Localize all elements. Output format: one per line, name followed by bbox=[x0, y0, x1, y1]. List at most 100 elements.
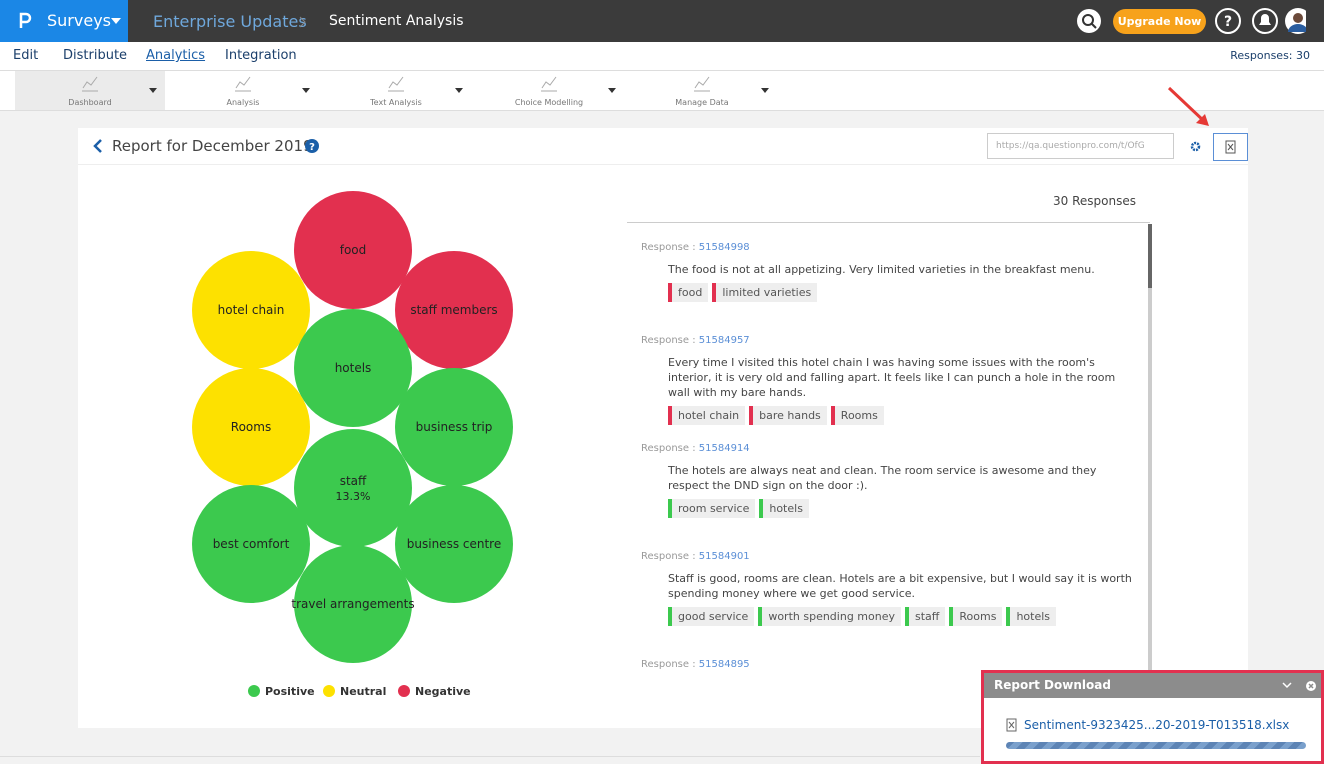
tag[interactable]: hotels bbox=[759, 499, 809, 518]
download-panel: Report Download Sentiment-9323425...20-2… bbox=[981, 670, 1324, 764]
tag[interactable]: Rooms bbox=[949, 607, 1003, 626]
product: Surveys bbox=[47, 11, 111, 30]
tool-icon bbox=[235, 76, 251, 92]
bubble-detail: 13.3% bbox=[336, 490, 371, 503]
response-label: Response : bbox=[641, 659, 696, 670]
tag[interactable]: Rooms bbox=[830, 406, 884, 425]
response-label: Response : bbox=[641, 443, 696, 454]
settings-icon[interactable] bbox=[1190, 141, 1201, 152]
bubble[interactable] bbox=[395, 368, 513, 486]
response-count: 30 Responses bbox=[1053, 194, 1136, 208]
breadcrumb[interactable]: Enterprise Updates bbox=[153, 12, 307, 31]
bubble[interactable] bbox=[395, 251, 513, 369]
page-title: Sentiment Analysis bbox=[329, 13, 464, 29]
tag[interactable]: worth spending money bbox=[758, 607, 901, 626]
report-panel: Report for December 2019 ? https://qa.qu… bbox=[78, 128, 1248, 728]
legend-label: Positive bbox=[265, 685, 315, 698]
tag[interactable]: limited varieties bbox=[712, 283, 818, 302]
menu-item[interactable]: Edit bbox=[13, 48, 39, 63]
toolbar-label: Manage Data bbox=[675, 98, 729, 107]
bubble[interactable] bbox=[395, 485, 513, 603]
tag[interactable]: room service bbox=[668, 499, 756, 518]
bubble[interactable] bbox=[294, 309, 412, 427]
logo bbox=[19, 12, 32, 28]
bubble-label: travel arrangements bbox=[291, 597, 414, 611]
tag[interactable]: hotels bbox=[1006, 607, 1057, 626]
top-bar: Surveys Enterprise Updates Sentiment Ana… bbox=[0, 0, 1324, 42]
toolbar-item[interactable]: Analysis bbox=[168, 71, 318, 110]
panel-controls[interactable] bbox=[1281, 680, 1321, 692]
bubble-label: hotels bbox=[335, 361, 372, 375]
help-icon[interactable]: ? bbox=[305, 139, 319, 153]
product-menu[interactable]: Surveys bbox=[0, 0, 128, 42]
bubble-label: Rooms bbox=[231, 420, 271, 434]
bubble-chart: food hotel chain staff members hotels Rooms b… bbox=[192, 191, 513, 698]
response: Response : 51584998 The food is not at al… bbox=[641, 242, 1141, 302]
toolbar-label: Dashboard bbox=[68, 98, 112, 107]
toolbar-item[interactable]: Manage Data bbox=[627, 71, 777, 110]
bubble-label: best comfort bbox=[213, 537, 290, 551]
response-id[interactable]: 51584901 bbox=[698, 551, 750, 562]
svg-text:?: ? bbox=[1224, 14, 1232, 30]
legend-swatch bbox=[398, 685, 410, 697]
bubble[interactable] bbox=[192, 251, 310, 369]
export-button[interactable] bbox=[1213, 133, 1248, 161]
bubble[interactable] bbox=[294, 545, 412, 663]
chevron bbox=[299, 16, 306, 28]
toolbar-item[interactable]: Dashboard bbox=[15, 71, 165, 110]
response-text: The hotels are always neat and clean. Th… bbox=[668, 464, 1097, 492]
tag[interactable]: bare hands bbox=[749, 406, 827, 425]
response-id[interactable]: 51584998 bbox=[698, 242, 750, 253]
tag-list: food limited varieties bbox=[668, 283, 1141, 302]
bubble-label: business trip bbox=[416, 420, 493, 434]
back-button[interactable] bbox=[92, 138, 104, 154]
bubble[interactable] bbox=[294, 191, 412, 309]
bubble[interactable] bbox=[192, 368, 310, 486]
response-header: Response : 51584914 bbox=[641, 443, 1141, 454]
menu-item[interactable]: Distribute bbox=[63, 48, 128, 63]
toolbar-item[interactable]: Choice Modelling bbox=[474, 71, 624, 110]
svg-text:?: ? bbox=[309, 142, 315, 153]
response-id[interactable]: 51584895 bbox=[698, 659, 750, 670]
menu-item[interactable]: Integration bbox=[225, 48, 297, 63]
tool-icon bbox=[388, 76, 404, 92]
top-icons[interactable]: ? bbox=[1076, 8, 1306, 36]
caret bbox=[455, 88, 463, 93]
legend-swatch bbox=[323, 685, 335, 697]
response-label: Response : bbox=[641, 551, 696, 562]
response-id[interactable]: 51584957 bbox=[698, 335, 750, 346]
download-title: Report Download bbox=[984, 673, 1321, 698]
tag[interactable]: good service bbox=[668, 607, 755, 626]
tool-icon bbox=[82, 76, 98, 92]
response-header: Response : 51584998 bbox=[641, 242, 1141, 253]
menu-item[interactable]: Analytics bbox=[146, 48, 206, 63]
toolbar-item[interactable]: Text Analysis bbox=[321, 71, 471, 110]
bubble-label: food bbox=[340, 243, 367, 257]
download-file[interactable]: Sentiment-9323425...20-2019-T013518.xlsx bbox=[1024, 718, 1290, 732]
caret bbox=[302, 88, 310, 93]
response-header: Response : 51584895 bbox=[641, 659, 1141, 670]
bubble[interactable] bbox=[294, 429, 412, 547]
response: Response : 51584914 The hotels are always… bbox=[641, 443, 1141, 518]
bubble-label: staff bbox=[340, 474, 367, 488]
tag[interactable]: staff bbox=[905, 607, 946, 626]
bubble-label: staff members bbox=[410, 303, 497, 317]
tag[interactable]: food bbox=[668, 283, 709, 302]
url-field[interactable]: https://qa.questionpro.com/t/OfG bbox=[987, 133, 1174, 159]
caret bbox=[761, 88, 769, 93]
caret bbox=[149, 88, 157, 93]
bubble[interactable] bbox=[192, 485, 310, 603]
upgrade-button[interactable]: Upgrade Now bbox=[1113, 9, 1206, 34]
legend-label: Negative bbox=[415, 685, 471, 698]
tag[interactable]: hotel chain bbox=[668, 406, 746, 425]
caret bbox=[608, 88, 616, 93]
report-title: Report for December 2019 bbox=[112, 137, 313, 155]
tag-list: hotel chain bare hands Rooms bbox=[668, 406, 1141, 425]
caret bbox=[111, 18, 121, 24]
response-text: Staff is good, rooms are clean. Hotels a… bbox=[668, 572, 1132, 600]
response-text: Every time I visited this hotel chain I … bbox=[668, 356, 1116, 399]
tool-icon bbox=[694, 76, 710, 92]
responses-count: Responses: 30 bbox=[1230, 49, 1310, 62]
response-id[interactable]: 51584914 bbox=[698, 443, 750, 454]
tool-icon bbox=[541, 76, 557, 92]
